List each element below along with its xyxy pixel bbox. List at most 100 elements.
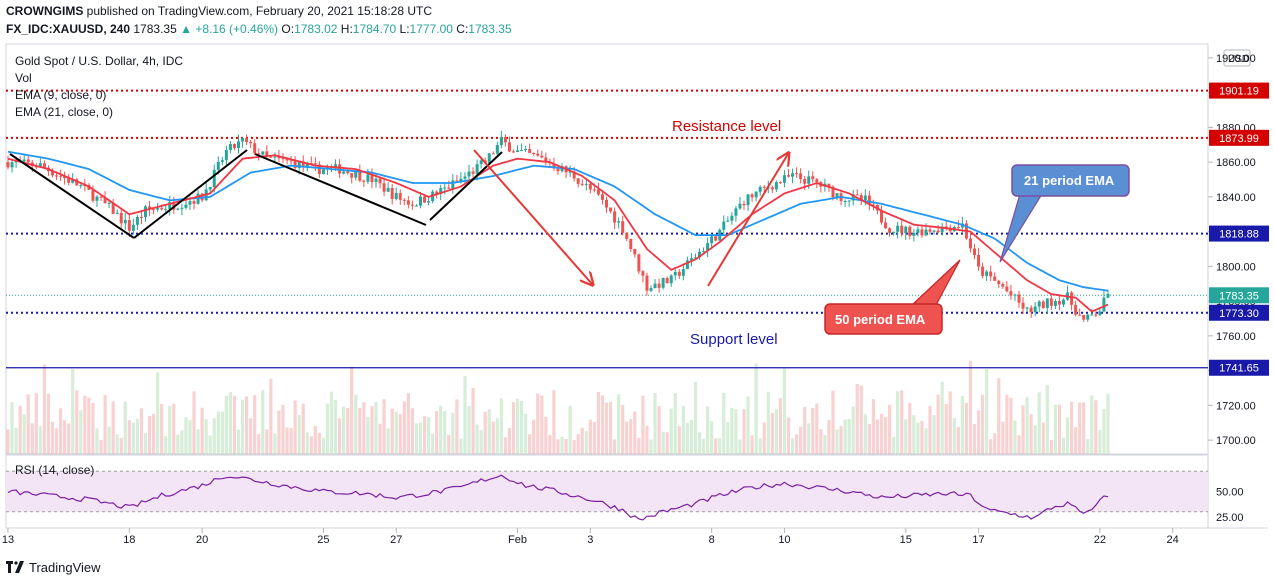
candle[interactable]	[653, 279, 657, 289]
candle[interactable]	[499, 130, 503, 149]
price-chart[interactable]: Resistance level Support level 21 period…	[0, 40, 1274, 552]
candle[interactable]	[168, 195, 172, 216]
candle[interactable]	[993, 272, 997, 281]
candle[interactable]	[123, 213, 127, 230]
candle[interactable]	[507, 136, 511, 153]
candle[interactable]	[677, 269, 681, 279]
candle[interactable]	[884, 217, 888, 229]
candle[interactable]	[224, 145, 228, 166]
legend-vol[interactable]: Vol	[15, 71, 32, 85]
candle[interactable]	[1037, 300, 1041, 313]
candle[interactable]	[968, 233, 972, 253]
candle[interactable]	[6, 155, 10, 170]
candle[interactable]	[232, 143, 236, 151]
candle[interactable]	[350, 173, 354, 184]
candle[interactable]	[758, 185, 762, 196]
candle[interactable]	[293, 156, 297, 171]
candle[interactable]	[127, 214, 131, 237]
candle[interactable]	[447, 180, 451, 189]
candle[interactable]	[681, 263, 685, 281]
candle[interactable]	[1066, 285, 1070, 301]
candle[interactable]	[661, 277, 665, 290]
candle[interactable]	[1094, 311, 1098, 317]
candle[interactable]	[1082, 314, 1086, 322]
candle[interactable]	[176, 207, 180, 211]
candle[interactable]	[1053, 298, 1057, 310]
candle[interactable]	[605, 196, 609, 213]
candle[interactable]	[99, 195, 103, 201]
candle[interactable]	[1017, 290, 1021, 308]
candle[interactable]	[63, 171, 67, 185]
candle[interactable]	[228, 140, 232, 154]
candle[interactable]	[152, 208, 156, 215]
candle[interactable]	[471, 167, 475, 178]
candle[interactable]	[261, 151, 265, 156]
candle[interactable]	[370, 168, 374, 189]
candle[interactable]	[985, 269, 989, 282]
support-level-label[interactable]: Support level	[690, 331, 778, 348]
candle[interactable]	[920, 225, 924, 238]
candle[interactable]	[1009, 284, 1013, 300]
candle[interactable]	[762, 185, 766, 192]
candle[interactable]	[657, 278, 661, 293]
candle[interactable]	[1033, 302, 1037, 317]
candle[interactable]	[237, 134, 241, 154]
candle[interactable]	[693, 253, 697, 259]
candle[interactable]	[698, 248, 702, 261]
candle[interactable]	[981, 262, 985, 279]
candle[interactable]	[192, 199, 196, 210]
candle[interactable]	[977, 248, 981, 271]
candle[interactable]	[378, 176, 382, 189]
candle[interactable]	[847, 200, 851, 207]
candle[interactable]	[609, 207, 613, 214]
candle[interactable]	[600, 190, 604, 205]
candle[interactable]	[273, 152, 277, 163]
candle[interactable]	[1086, 313, 1090, 322]
candle[interactable]	[1025, 306, 1029, 313]
candle[interactable]	[67, 173, 71, 186]
pattern-line-4[interactable]	[429, 151, 503, 221]
legend-ema21[interactable]: EMA (21, close, 0)	[15, 105, 113, 119]
candle[interactable]	[896, 221, 900, 239]
candle[interactable]	[402, 198, 406, 206]
candle[interactable]	[406, 196, 410, 209]
candle[interactable]	[944, 220, 948, 231]
candle[interactable]	[1074, 300, 1078, 317]
candle[interactable]	[932, 229, 936, 235]
candle[interactable]	[811, 171, 815, 183]
up-arrow[interactable]	[707, 154, 788, 287]
candle[interactable]	[819, 181, 823, 193]
publisher-name[interactable]: CROWNGIMS	[6, 4, 84, 18]
ema9-line[interactable]	[7, 154, 1109, 313]
candle[interactable]	[734, 206, 738, 222]
candle[interactable]	[956, 220, 960, 229]
candle[interactable]	[180, 203, 184, 216]
candle[interactable]	[665, 276, 669, 284]
candle[interactable]	[706, 237, 710, 258]
candle[interactable]	[786, 169, 790, 178]
candle[interactable]	[1061, 298, 1065, 308]
candle[interactable]	[746, 194, 750, 211]
resistance-level-label[interactable]: Resistance level	[672, 118, 781, 135]
candle[interactable]	[835, 192, 839, 201]
candle[interactable]	[940, 222, 944, 236]
symbol-name[interactable]: FX_IDC:XAUUSD, 240	[6, 22, 131, 36]
candle[interactable]	[220, 156, 224, 166]
candle[interactable]	[451, 174, 455, 194]
candle[interactable]	[115, 209, 119, 215]
candle[interactable]	[38, 157, 42, 168]
candle[interactable]	[1078, 308, 1082, 316]
candle[interactable]	[143, 205, 147, 222]
candle[interactable]	[410, 200, 414, 210]
legend-title[interactable]: Gold Spot / U.S. Dollar, 4h, IDC	[15, 54, 183, 68]
candle[interactable]	[495, 141, 499, 158]
candle[interactable]	[342, 168, 346, 175]
candle[interactable]	[95, 195, 99, 207]
rsi-legend[interactable]: RSI (14, close)	[15, 463, 94, 477]
candle[interactable]	[524, 145, 528, 152]
candle[interactable]	[997, 279, 1001, 289]
pattern-line-2[interactable]	[133, 149, 248, 239]
candle[interactable]	[916, 226, 920, 237]
candle[interactable]	[253, 139, 257, 155]
candle[interactable]	[754, 191, 758, 202]
